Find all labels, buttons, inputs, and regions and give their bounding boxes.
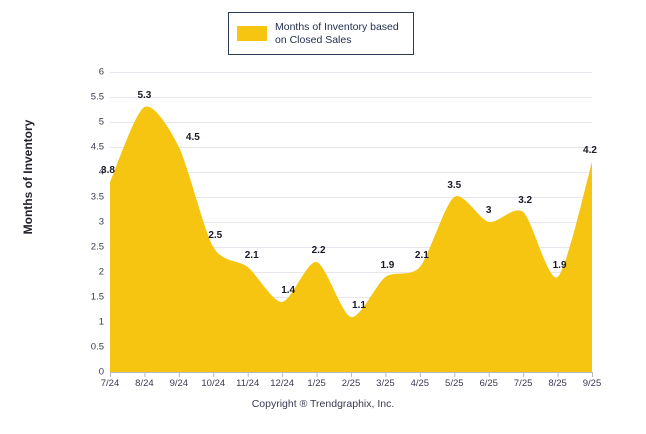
data-point-label: 1.1: [352, 300, 366, 311]
data-point-label: 1.9: [380, 260, 395, 271]
x-axis-tick: 4/25: [410, 378, 430, 389]
y-axis-tick: 3.5: [90, 191, 104, 203]
data-point-label: 5.3: [137, 90, 152, 101]
data-point-label: 2.2: [311, 245, 326, 256]
data-point-label: 2.1: [414, 250, 429, 261]
data-point-label: 1.9: [552, 260, 567, 271]
y-axis-tick: 3: [98, 216, 104, 228]
y-axis-tick: 6: [98, 66, 104, 78]
x-axis-tick: 6/25: [479, 378, 498, 389]
plot-area: [110, 72, 593, 377]
copyright-notice: Copyright ® Trendgraphix, Inc.: [251, 398, 395, 410]
y-axis-tick: 1: [98, 316, 104, 328]
x-axis-tick: 9/25: [582, 378, 602, 389]
x-axis-tick: 7/25: [513, 378, 533, 389]
data-point-label: 1.4: [281, 285, 296, 296]
y-axis-tick: 2: [98, 266, 104, 278]
y-axis-tick: 4.5: [90, 141, 104, 153]
data-point-label: 3.2: [518, 195, 533, 206]
data-point-label: 4.2: [583, 145, 597, 156]
x-axis-tick: 8/25: [548, 378, 567, 389]
x-axis-tick: 11/24: [236, 378, 260, 389]
legend-series-label: Months of Inventory based on Closed Sale…: [275, 21, 399, 46]
x-axis-tick: 7/24: [100, 378, 120, 389]
data-point-label: 3.5: [447, 180, 462, 191]
y-axis-tick: 1.5: [90, 291, 104, 303]
x-axis-tick: 2/25: [341, 378, 361, 389]
y-axis-tick: 5: [98, 116, 104, 128]
x-axis-tick: 1/25: [307, 378, 326, 389]
x-axis-tick: 10/24: [201, 378, 226, 389]
data-point-label: 4.5: [185, 132, 200, 143]
data-point-label: 2.1: [244, 250, 259, 261]
x-axis-tick: 8/24: [135, 378, 154, 389]
y-axis-tick-labels: 0 0.5 1 1.5 2 2.5 3 3.5 4 4.5 5 5.5 6: [56, 0, 104, 434]
y-axis-tick: 2.5: [90, 241, 104, 253]
area-series: [110, 106, 592, 372]
x-axis-tick: 5/25: [445, 378, 464, 389]
y-axis-tick: 0: [98, 366, 104, 378]
legend-color-swatch: [237, 26, 267, 41]
y-axis-tick: 0.5: [90, 341, 104, 353]
data-point-label: 3: [485, 205, 492, 216]
y-axis-title: Months of Inventory: [21, 119, 35, 235]
data-point-label: 3.8: [101, 165, 115, 176]
chart-legend: Months of Inventory based on Closed Sale…: [228, 12, 414, 55]
chart-svg: [110, 72, 593, 377]
x-axis-tick: 12/24: [270, 378, 295, 389]
y-axis-tick: 4: [98, 166, 104, 178]
data-point-label: 2.5: [208, 230, 223, 241]
x-axis-tick: 3/25: [376, 378, 395, 389]
x-axis-tick-labels: 7/24 8/24 9/24 10/24 11/24 12/24 1/25 2/25 3/25 4…: [0, 378, 646, 394]
x-axis-tick: 9/24: [169, 378, 189, 389]
y-axis-tick: 5.5: [90, 91, 104, 103]
